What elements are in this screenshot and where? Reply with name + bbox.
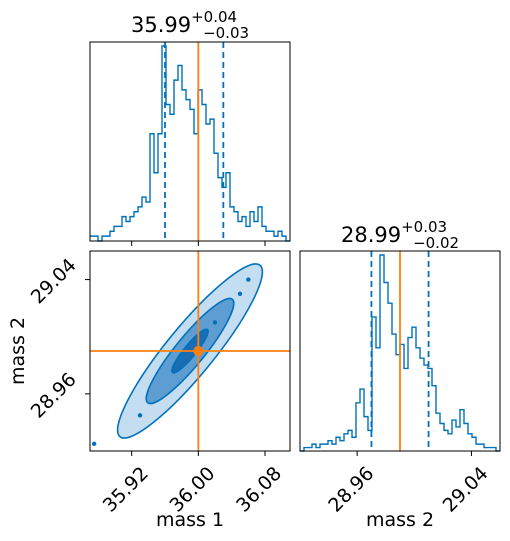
hist-mass2-frame (299, 250, 501, 452)
joint-truth-marker (193, 346, 204, 356)
joint-scatter-points (91, 245, 290, 447)
hist-mass1-ticks (131, 241, 266, 246)
hist-mass1-title: 35.99+0.04 −0.03 (131, 8, 249, 42)
hist-mass2-title: 28.99+0.03 −0.02 (341, 218, 459, 252)
hist-mass1-frame (89, 41, 291, 242)
joint-x-tick-label-2: 36.08 (232, 463, 286, 517)
joint-contour-middle (145, 297, 235, 405)
joint-y-ticks: 28.96 29.04 (27, 254, 90, 423)
joint-contour-lines (116, 263, 264, 439)
hist-mass2-ticks: 28.96 29.04 (324, 451, 493, 517)
joint-panel: 35.92 36.00 36.08 28.96 29.04 (27, 245, 291, 517)
joint-point-3 (237, 291, 243, 297)
joint-y-tick-label-0: 28.96 (27, 369, 81, 423)
y-axis-label-mass2: mass 2 (7, 317, 29, 385)
joint-point-0 (91, 441, 97, 447)
hist-mass1-panel: 35.99+0.04 −0.03 (89, 8, 291, 246)
joint-point-5 (212, 320, 218, 325)
joint-x-ticks: 35.92 36.00 36.08 (99, 451, 286, 517)
joint-point-1 (286, 245, 290, 249)
x-axis-label-mass1: mass 1 (156, 509, 224, 531)
joint-contour-inner (171, 328, 209, 374)
joint-point-2 (137, 413, 143, 418)
hist-mass2-panel: 28.96 29.04 28.99+0.03 −0.02 (299, 218, 501, 517)
joint-point-4 (246, 277, 251, 282)
joint-x-tick-label-0: 35.92 (99, 463, 153, 517)
joint-frame (89, 250, 291, 452)
hist-mass2-tick-label-1: 29.04 (439, 463, 493, 517)
x-axis-label-mass2: mass 2 (366, 509, 434, 531)
joint-contour-outer (116, 263, 264, 439)
hist-mass1-steps (90, 45, 290, 242)
joint-y-tick-label-1: 29.04 (27, 254, 81, 308)
